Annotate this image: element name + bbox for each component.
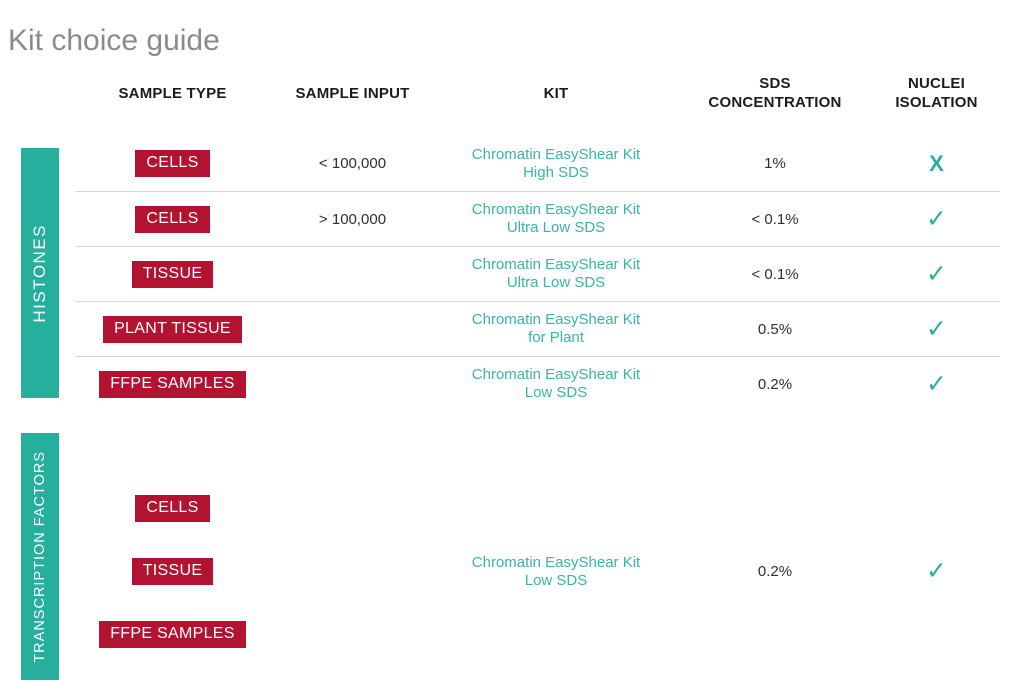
check-icon: ✓ [926,369,947,398]
sample-input-cell: > 100,000 [270,211,435,228]
check-icon: ✓ [926,259,947,288]
kit-name-line1: Chromatin EasyShear Kit [471,201,641,218]
kit-name-line2: Low SDS [524,571,588,589]
nuclei-cell: ✓ [873,259,1000,288]
kit-name-line2: Ultra Low SDS [506,219,606,236]
header-text: CONCENTRATION [708,94,842,111]
sample-type-badge: CELLS [135,150,210,177]
kit-name-line2: High SDS [523,163,589,181]
kit-cell: Chromatin EasyShear Kit High SDS [435,146,677,182]
cross-icon: X [929,150,944,176]
sample-type-cell: FFPE SAMPLES [75,370,270,398]
sds-cell: 0.2% [677,376,873,393]
sds-cell: 1% [677,155,873,172]
sample-type-badge: TISSUE [131,558,214,585]
sample-type-badge: FFPE SAMPLES [99,370,246,398]
sds-value: 0.2% [757,563,793,580]
sds-value: 0.2% [757,375,793,393]
nuclei-cell: ✓ [873,204,1000,233]
header-text: NUCLEI [907,75,966,92]
header-text: ISOLATION [895,94,978,111]
sds-cell: 0.2% [677,463,873,680]
sample-type-badge: CELLS [135,205,210,233]
sample-type-cell: CELLS [75,150,270,177]
header-sample-input: SAMPLE INPUT [270,84,435,103]
header-sds-concentration: SDS CONCENTRATION [677,74,873,112]
kit-name-line1: Chromatin EasyShear Kit [471,145,641,163]
kit-cell: Chromatin EasyShear Kit for Plant [435,311,677,347]
kit-cell: Chromatin EasyShear Kit Low SDS [435,366,677,402]
nuclei-cell: ✓ [873,314,1000,343]
sds-cell: < 0.1% [677,211,873,228]
sample-input-cell [270,463,435,680]
transcription-factors-group-row: CELLS TISSUE FFPE SAMPLES Chromatin Easy… [75,433,1000,680]
table-row: CELLS > 100,000 Chromatin EasyShear Kit … [75,191,1000,246]
sample-type-badge: CELLS [135,495,210,522]
kit-cell: Chromatin EasyShear Kit Ultra Low SDS [435,256,677,292]
kit-guide-table: SAMPLE TYPE SAMPLE INPUT KIT SDS CONCENT… [75,60,1000,680]
header-text: SAMPLE INPUT [295,84,410,102]
page-title: Kit choice guide [8,24,220,58]
sample-type-cell: CELLS TISSUE FFPE SAMPLES [75,463,270,680]
header-sample-type: SAMPLE TYPE [75,84,270,103]
kit-link[interactable]: Chromatin EasyShear Kit Low SDS [472,366,640,402]
table-header-row: SAMPLE TYPE SAMPLE INPUT KIT SDS CONCENT… [75,60,1000,116]
header-nuclei-isolation: NUCLEI ISOLATION [873,74,1000,112]
kit-name-line2: for Plant [528,329,584,346]
kit-link[interactable]: Chromatin EasyShear Kit Ultra Low SDS [472,201,640,237]
kit-link[interactable]: Chromatin EasyShear Kit Ultra Low SDS [472,256,640,292]
kit-name-line1: Chromatin EasyShear Kit [471,256,641,273]
group-bar-transcription-factors: TRANSCRIPTION FACTORS [21,433,59,680]
group-label-transcription-factors: TRANSCRIPTION FACTORS [32,450,48,663]
sample-type-cell: PLANT TISSUE [75,315,270,343]
kit-name-line2: Low SDS [524,384,588,401]
sample-type-cell: CELLS [75,205,270,233]
kit-link[interactable]: Chromatin EasyShear Kit Low SDS [472,554,640,590]
kit-name-line1: Chromatin EasyShear Kit [471,553,641,571]
kit-name-line1: Chromatin EasyShear Kit [471,366,641,383]
sds-value: < 0.1% [751,265,799,283]
histones-rows: CELLS < 100,000 Chromatin EasyShear Kit … [75,136,1000,411]
kit-cell: Chromatin EasyShear Kit Low SDS [435,463,677,680]
table-row: PLANT TISSUE Chromatin EasyShear Kit for… [75,301,1000,356]
table-row: FFPE SAMPLES Chromatin EasyShear Kit Low… [75,356,1000,411]
table-row: TISSUE Chromatin EasyShear Kit Ultra Low… [75,246,1000,301]
nuclei-cell: X [873,150,1000,176]
sample-type-badge: FFPE SAMPLES [99,621,246,648]
check-icon: ✓ [926,557,947,585]
sds-value: 1% [764,155,786,172]
sds-cell: < 0.1% [677,266,873,283]
header-kit: KIT [435,84,677,103]
sample-input-cell: < 100,000 [270,155,435,172]
sample-type-badge: PLANT TISSUE [103,315,242,343]
check-icon: ✓ [926,204,947,233]
header-text: SAMPLE TYPE [118,84,227,102]
header-text: SDS [759,75,791,92]
sds-value: < 0.1% [751,210,799,228]
kit-cell: Chromatin EasyShear Kit Ultra Low SDS [435,201,677,237]
table-row: CELLS < 100,000 Chromatin EasyShear Kit … [75,136,1000,191]
nuclei-cell: ✓ [873,463,1000,680]
sample-type-badge: TISSUE [131,260,214,288]
sample-type-cell: TISSUE [75,260,270,288]
sds-value: 0.5% [757,320,793,338]
group-label-histones: HISTONES [30,223,49,323]
group-bar-histones: HISTONES [21,148,59,398]
kit-name-line2: Ultra Low SDS [506,274,606,291]
kit-name-line1: Chromatin EasyShear Kit [471,311,641,328]
kit-link[interactable]: Chromatin EasyShear Kit for Plant [472,311,640,347]
nuclei-cell: ✓ [873,369,1000,398]
sample-input-value: < 100,000 [318,155,387,172]
sample-input-value: > 100,000 [318,210,387,228]
header-text: KIT [543,84,569,102]
check-icon: ✓ [926,314,947,343]
kit-link[interactable]: Chromatin EasyShear Kit High SDS [472,146,640,182]
sds-cell: 0.5% [677,321,873,338]
